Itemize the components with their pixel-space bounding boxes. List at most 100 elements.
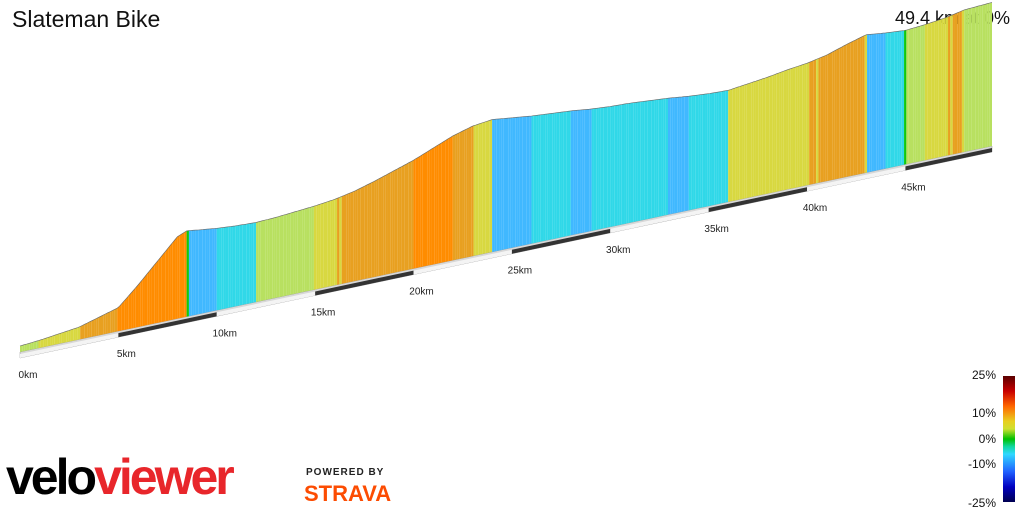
profile-segment — [862, 35, 865, 174]
profile-segment — [584, 109, 587, 233]
profile-segment — [327, 200, 331, 287]
profile-segment — [950, 14, 953, 155]
km-stripe — [216, 291, 316, 317]
profile-segment — [684, 96, 687, 212]
profile-segment — [607, 106, 611, 228]
profile-segment — [452, 134, 456, 261]
strava-logo[interactable]: STRAVA — [304, 481, 392, 506]
profile-segment — [154, 262, 157, 324]
veloviewer-logo[interactable]: veloviewer — [6, 452, 235, 502]
profile-segment — [121, 300, 125, 331]
powered-by-label: POWERED BY — [306, 467, 385, 478]
profile-segment — [286, 213, 289, 296]
profile-segment — [385, 173, 388, 275]
profile-segment — [825, 54, 828, 182]
profile-segment — [274, 217, 277, 299]
profile-segment — [723, 90, 726, 203]
profile-segment — [714, 92, 717, 205]
scale-label-0: 0% — [978, 432, 996, 446]
profile-segment — [732, 88, 736, 201]
profile-segment — [846, 43, 849, 177]
profile-segment — [647, 100, 650, 220]
profile-segment — [455, 133, 458, 260]
km-stripe — [511, 228, 611, 254]
km-tick-label: 5km — [117, 349, 136, 360]
profile-segment — [420, 154, 423, 268]
profile-segment — [172, 239, 176, 320]
profile-segment — [908, 28, 911, 164]
profile-segment — [605, 106, 608, 228]
profile-segment — [820, 56, 824, 183]
profile-segment — [355, 189, 358, 281]
profile-segment — [531, 115, 534, 244]
profile-segment — [985, 3, 988, 148]
profile-segment — [836, 48, 840, 179]
profile-segment — [945, 16, 949, 156]
profile-segment — [686, 96, 689, 211]
profile-segment — [566, 111, 569, 237]
profile-segment — [980, 4, 983, 149]
profile-segment — [702, 94, 706, 208]
profile-segment — [917, 25, 921, 162]
profile-segment — [545, 113, 548, 241]
profile-segment — [797, 65, 800, 188]
profile-segment — [29, 342, 32, 351]
profile-segment — [212, 228, 215, 312]
profile-segment — [610, 106, 613, 227]
km-tick-label: 40km — [803, 203, 827, 214]
profile-segment — [223, 227, 226, 309]
profile-segment — [519, 116, 523, 247]
profile-segment — [876, 33, 879, 171]
profile-segment — [832, 50, 835, 180]
profile-segment — [448, 137, 451, 262]
profile-segment — [936, 20, 939, 158]
km-tick-label: 45km — [901, 182, 925, 193]
profile-segment — [668, 97, 671, 215]
profile-segment — [543, 114, 546, 242]
profile-segment — [63, 331, 67, 343]
profile-segment — [334, 198, 338, 286]
profile-segment — [57, 333, 60, 345]
profile-segment — [445, 138, 449, 262]
profile-segment — [422, 153, 425, 267]
profile-segment — [316, 204, 319, 290]
profile-segment — [230, 226, 233, 308]
profile-segment — [848, 42, 851, 177]
profile-segment — [871, 33, 874, 172]
profile-segment — [728, 89, 731, 202]
elevation-profile-chart: 0km 5km 10km 15km 20km 25km 30km 35km 40km 45km — [19, 2, 993, 381]
profile-segment — [75, 327, 78, 341]
profile-segment — [591, 108, 594, 231]
profile-segment — [179, 233, 182, 319]
profile-segment — [147, 270, 150, 326]
profile-segment — [158, 256, 162, 323]
km-stripe — [905, 148, 992, 171]
profile-segment — [251, 222, 254, 303]
profile-segment — [119, 303, 122, 331]
profile-segment — [362, 185, 365, 280]
profile-segment — [582, 109, 585, 233]
profile-segment — [82, 324, 85, 339]
profile-segment — [934, 20, 937, 159]
profile-segment — [140, 279, 143, 327]
profile-segment — [107, 311, 111, 334]
profile-segment — [957, 11, 960, 154]
profile-segment — [205, 229, 208, 313]
profile-segment — [36, 340, 39, 349]
profile-segment — [758, 79, 761, 196]
profile-segment — [371, 181, 375, 278]
profile-segment — [806, 62, 810, 186]
profile-segment — [209, 228, 213, 312]
profile-segment — [263, 220, 266, 301]
profile-segment — [978, 5, 981, 149]
profile-segment — [883, 32, 886, 170]
profile-segment — [709, 93, 712, 206]
profile-segment — [968, 8, 972, 151]
profile-segment — [658, 99, 662, 217]
profile-segment — [802, 64, 805, 187]
profile-segment — [894, 31, 898, 167]
profile-segment — [144, 273, 148, 326]
scale-label-minus-10: -10% — [967, 457, 996, 471]
profile-segment — [989, 2, 992, 147]
profile-segment — [691, 95, 694, 210]
